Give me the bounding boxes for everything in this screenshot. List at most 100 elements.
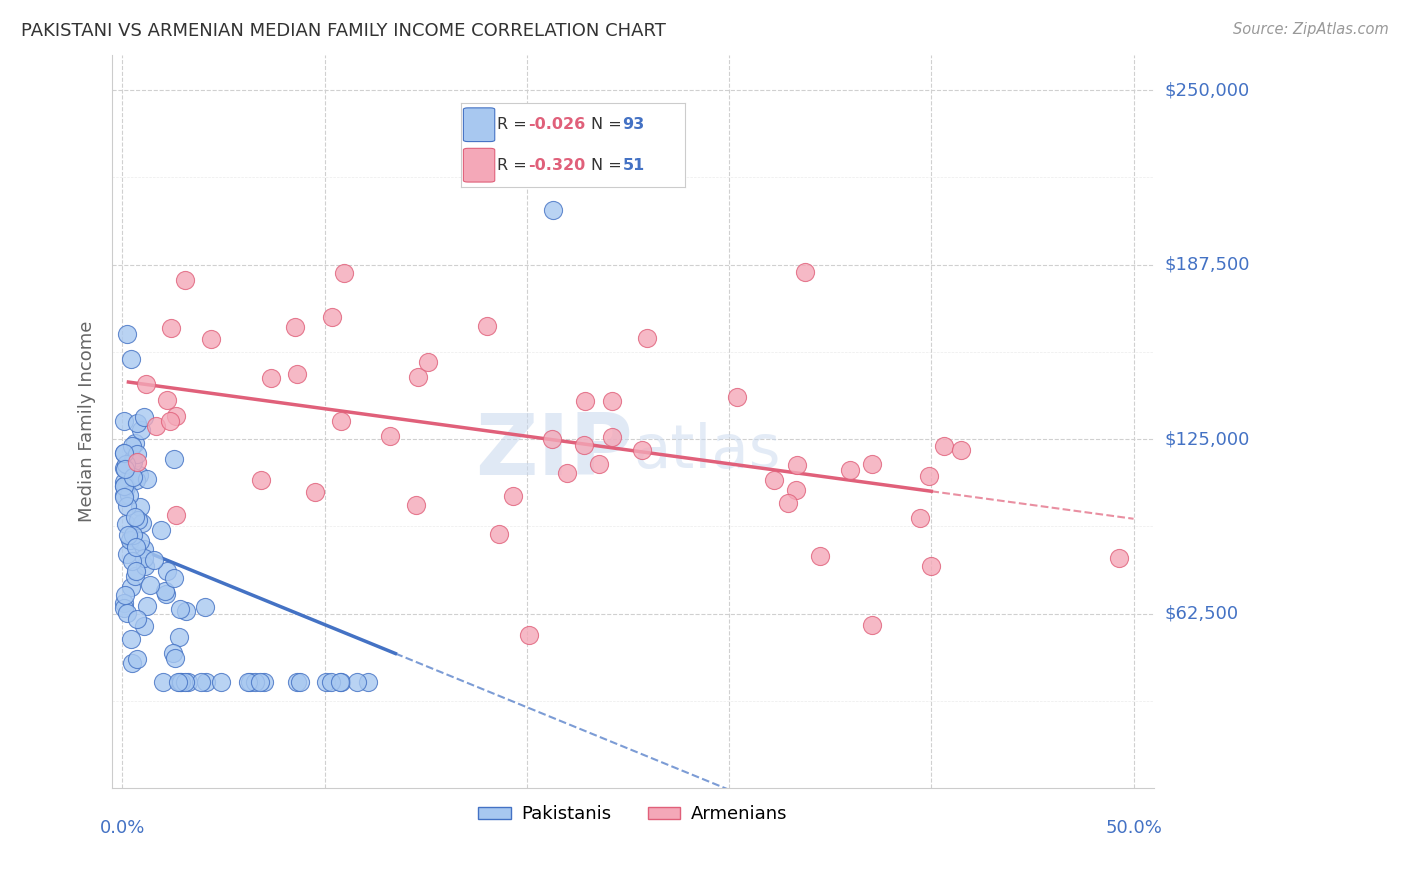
Point bbox=[128, 467, 150, 482]
Point bbox=[112, 414, 135, 428]
Point bbox=[115, 516, 138, 531]
Point bbox=[114, 588, 136, 602]
Point bbox=[115, 480, 138, 494]
Point bbox=[125, 564, 148, 578]
Point bbox=[115, 499, 138, 513]
Point bbox=[149, 523, 172, 537]
Point bbox=[114, 462, 136, 476]
Text: $187,500: $187,500 bbox=[1166, 256, 1250, 274]
Point bbox=[488, 527, 510, 541]
Point bbox=[260, 371, 283, 385]
Point bbox=[794, 265, 817, 279]
Point bbox=[145, 419, 167, 434]
Point bbox=[112, 478, 135, 492]
Point bbox=[167, 630, 190, 644]
Point bbox=[125, 473, 148, 487]
Point bbox=[162, 646, 184, 660]
Point bbox=[125, 447, 148, 461]
Point bbox=[860, 457, 883, 471]
Point bbox=[121, 657, 143, 671]
Point bbox=[572, 438, 595, 452]
Point bbox=[950, 442, 973, 457]
Point bbox=[169, 675, 191, 690]
Point bbox=[786, 458, 808, 472]
Point bbox=[405, 498, 427, 512]
Point bbox=[112, 488, 135, 502]
Point bbox=[249, 675, 271, 690]
Point bbox=[121, 469, 143, 483]
Point bbox=[329, 414, 352, 428]
Point bbox=[908, 510, 931, 524]
Point bbox=[195, 675, 218, 690]
Point bbox=[839, 463, 862, 477]
Point bbox=[236, 675, 259, 690]
Point bbox=[163, 452, 186, 467]
Point bbox=[574, 393, 596, 408]
Point bbox=[127, 513, 149, 527]
Point bbox=[129, 534, 152, 549]
Point bbox=[173, 273, 195, 287]
Point bbox=[118, 533, 141, 548]
Point bbox=[124, 436, 146, 450]
Point bbox=[163, 651, 186, 665]
Point bbox=[112, 475, 135, 490]
Point bbox=[541, 203, 564, 218]
Point bbox=[125, 612, 148, 626]
Point bbox=[200, 332, 222, 346]
Point bbox=[165, 508, 187, 522]
Point bbox=[125, 652, 148, 666]
Point bbox=[121, 439, 143, 453]
Text: 0.0%: 0.0% bbox=[100, 819, 145, 837]
Point bbox=[329, 675, 352, 690]
Point bbox=[378, 429, 401, 443]
Point bbox=[725, 390, 748, 404]
Point bbox=[136, 599, 159, 613]
Point bbox=[540, 432, 562, 446]
Point bbox=[357, 675, 380, 690]
Point bbox=[125, 455, 148, 469]
Point bbox=[122, 455, 145, 469]
Point bbox=[163, 571, 186, 585]
Text: $62,500: $62,500 bbox=[1166, 605, 1239, 623]
Point bbox=[132, 541, 155, 556]
Point bbox=[155, 587, 177, 601]
Point bbox=[406, 370, 429, 384]
Point bbox=[167, 675, 190, 690]
Point bbox=[502, 489, 524, 503]
Point bbox=[115, 547, 138, 561]
Point bbox=[319, 675, 342, 690]
Point bbox=[762, 474, 785, 488]
Point bbox=[132, 410, 155, 425]
Point bbox=[209, 675, 232, 690]
Point bbox=[152, 675, 174, 690]
Point bbox=[169, 602, 191, 616]
Point bbox=[129, 423, 152, 437]
Point bbox=[555, 466, 578, 480]
Point bbox=[115, 326, 138, 341]
Point bbox=[117, 527, 139, 541]
Point bbox=[131, 516, 153, 530]
Point bbox=[517, 628, 540, 642]
Point bbox=[112, 601, 135, 615]
Point bbox=[112, 461, 135, 475]
Point bbox=[778, 496, 800, 510]
Point bbox=[315, 675, 337, 690]
Point bbox=[631, 442, 654, 457]
Point bbox=[112, 479, 135, 493]
Point bbox=[134, 619, 156, 633]
Text: PAKISTANI VS ARMENIAN MEDIAN FAMILY INCOME CORRELATION CHART: PAKISTANI VS ARMENIAN MEDIAN FAMILY INCO… bbox=[21, 22, 666, 40]
Point bbox=[239, 675, 262, 690]
Point bbox=[112, 596, 135, 610]
Point bbox=[129, 500, 152, 514]
Point bbox=[588, 457, 610, 471]
Point bbox=[284, 319, 307, 334]
Point bbox=[124, 568, 146, 582]
Point bbox=[194, 600, 217, 615]
Point bbox=[124, 509, 146, 524]
Point bbox=[138, 578, 160, 592]
Point bbox=[134, 551, 156, 566]
Point bbox=[112, 491, 135, 505]
Text: $125,000: $125,000 bbox=[1166, 430, 1250, 448]
Point bbox=[114, 458, 136, 472]
Y-axis label: Median Family Income: Median Family Income bbox=[79, 321, 96, 523]
